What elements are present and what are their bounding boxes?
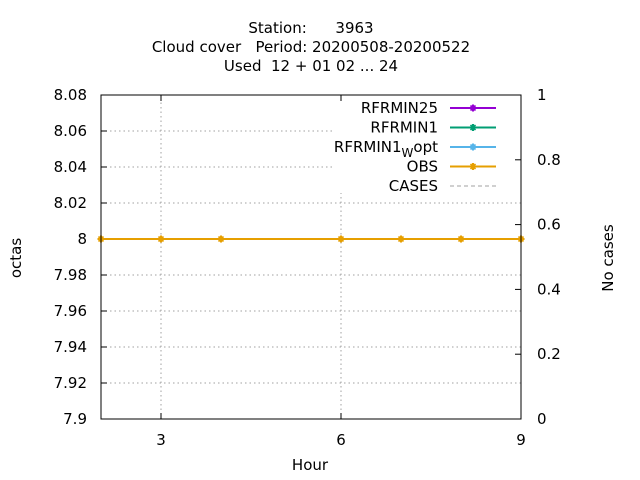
legend-item-obs: OBS: [407, 158, 496, 176]
legend-marker: [469, 163, 477, 170]
y-tick-label: 8.04: [54, 158, 87, 176]
title-line-3: Used 12 + 01 02 ... 24: [224, 57, 398, 75]
data-point-obs: [157, 235, 165, 243]
data-point-obs: [217, 235, 225, 243]
y2-tick-label: 0.8: [537, 151, 561, 169]
axis-ticks: 7.9 7.92 7.94 7.96 7.98 8 8.02 8.04 8.06 8.08 0 0.2…: [54, 86, 561, 449]
x-tick-label: 3: [156, 431, 166, 449]
legend-label: CASES: [389, 177, 438, 195]
x-axis-label: Hour: [292, 456, 329, 474]
y-axis-label: octas: [7, 238, 25, 278]
y-tick-label: 7.92: [54, 374, 87, 392]
y-tick-label: 8: [77, 230, 87, 248]
data-point-obs: [397, 235, 405, 243]
y-tick-label: 7.9: [63, 410, 87, 428]
y-tick-label: 8.08: [54, 86, 87, 104]
legend-item-rfrmin1: RFRMIN1: [370, 119, 496, 137]
plot-frame: [100, 94, 522, 420]
legend-label: OBS: [407, 158, 438, 176]
y-tick-label: 8.02: [54, 194, 87, 212]
y2-tick-label: 0.2: [537, 345, 561, 363]
grid: [101, 95, 521, 419]
legend-marker: [469, 143, 477, 151]
legend-marker: [469, 104, 477, 112]
x-tick-label: 6: [336, 431, 346, 449]
data-point-obs: [337, 235, 345, 243]
y2-tick-label: 0: [537, 410, 547, 428]
chart-title: Station: 3963 Cloud cover Period: 202005…: [152, 19, 470, 75]
plot-series: [97, 94, 525, 243]
legend-item-rfrmin25: RFRMIN25: [361, 99, 496, 117]
y-tick-label: 7.94: [54, 338, 87, 356]
x-tick-label: 9: [516, 431, 526, 449]
y-tick-label: 8.06: [54, 122, 87, 140]
y2-tick-label: 1: [537, 86, 547, 104]
legend-item-cases: CASES: [389, 177, 496, 195]
y2-axis-label: No cases: [599, 224, 617, 292]
title-line-1: Station: 3963: [248, 19, 373, 37]
data-point-obs: [457, 235, 465, 243]
legend-label: RFRMIN25: [361, 99, 438, 117]
y-tick-label: 7.98: [54, 266, 87, 284]
legend-item-rfrmin1-w-opt: RFRMIN1Wopt: [334, 138, 496, 160]
y-tick-label: 7.96: [54, 302, 87, 320]
title-line-2: Cloud cover Period: 20200508-20200522: [152, 38, 470, 56]
y2-tick-label: 0.6: [537, 216, 561, 234]
legend-label: RFRMIN1: [370, 119, 438, 137]
y2-tick-label: 0.4: [537, 280, 561, 298]
legend-marker: [469, 124, 477, 131]
legend-label: RFRMIN1Wopt: [334, 138, 438, 160]
